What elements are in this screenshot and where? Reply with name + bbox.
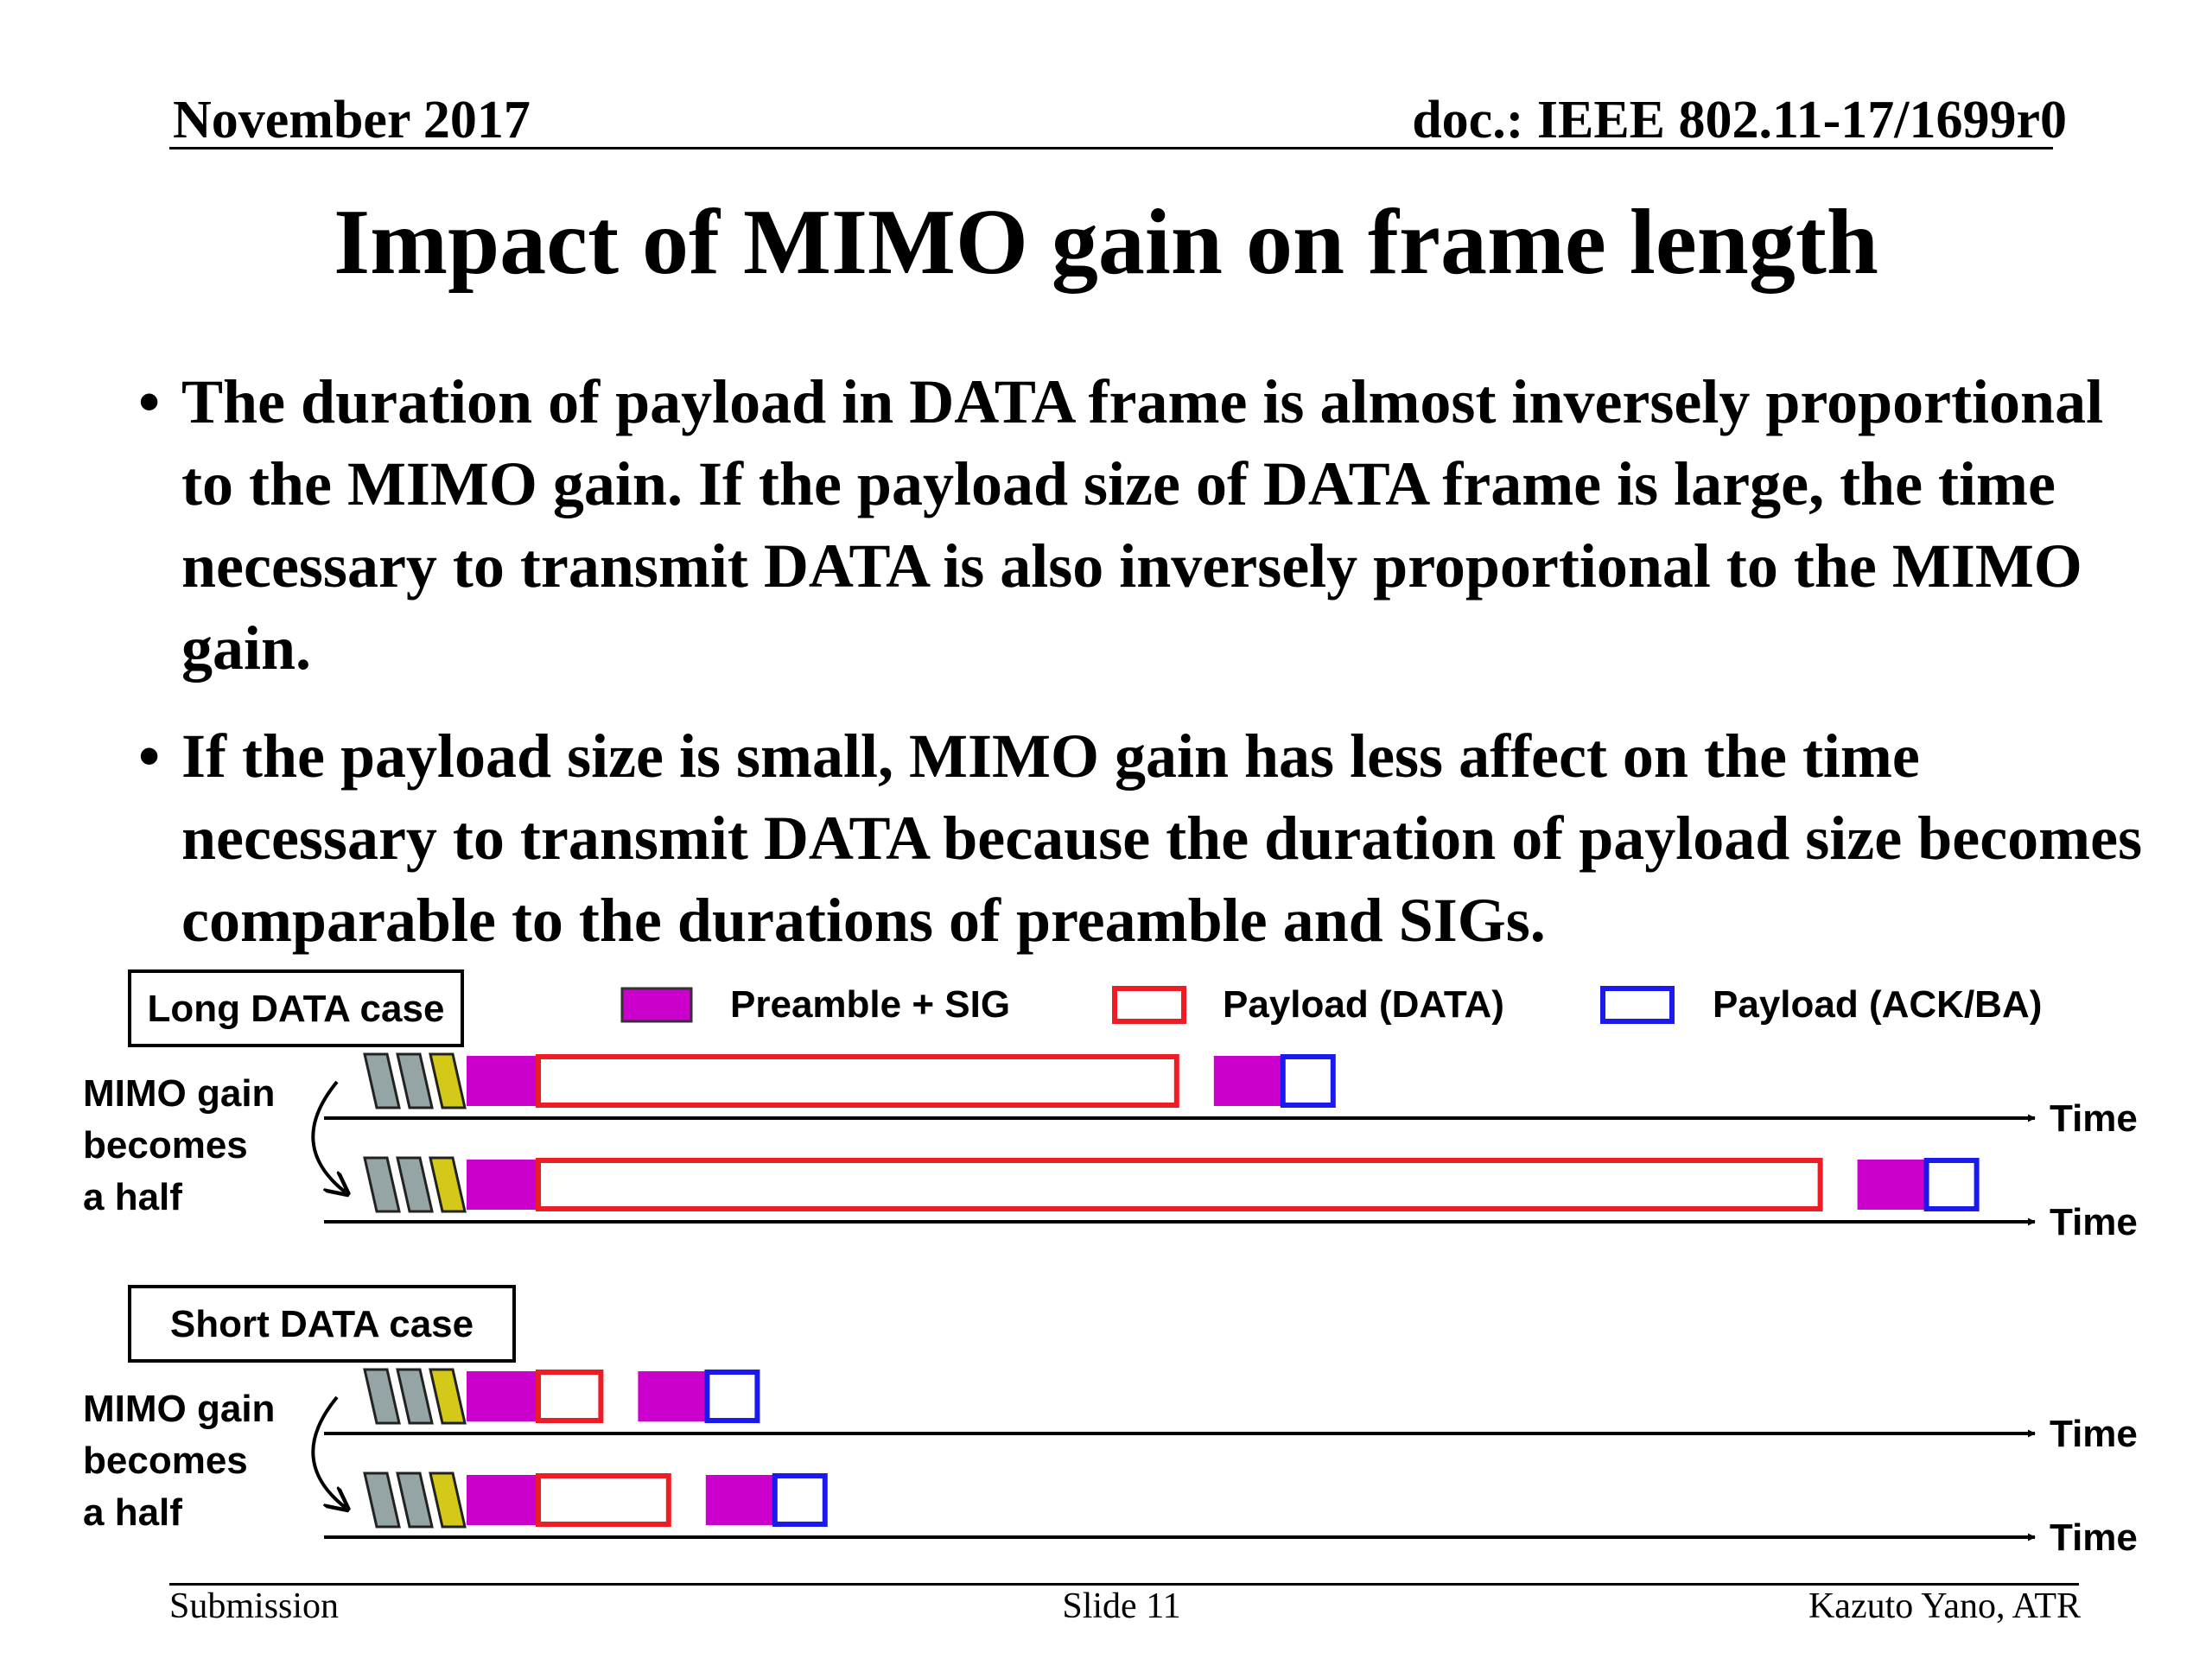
legend-swatch-ack <box>1600 986 1675 1024</box>
legend-swatch-data <box>1112 986 1186 1024</box>
diagram-cases: Long DATA case MIMO gain becomes a half Time… <box>83 969 2138 1559</box>
backoff-slot <box>363 1052 401 1109</box>
frame-timeline-diagram: Preamble + SIG Payload (DATA) Payload (ACK… <box>83 969 2138 1559</box>
time-axis-label: Time <box>2050 1201 2138 1243</box>
preamble-block <box>467 1475 536 1525</box>
curved-arrow-icon <box>311 1080 346 1192</box>
ack-preamble-block <box>1213 1056 1283 1106</box>
backoff-slot <box>396 1156 434 1213</box>
backoff-slot <box>396 1052 434 1109</box>
header-doc-id: doc.: IEEE 802.11-17/1699r0 <box>1412 91 2067 149</box>
timeline-row: Time <box>324 1368 2138 1455</box>
backoff-slot <box>363 1471 401 1529</box>
legend-label: Payload (DATA) <box>1223 983 1504 1026</box>
diagram-legend: Preamble + SIG Payload (DATA) Payload (ACK… <box>620 983 2042 1026</box>
ack-payload-block <box>772 1473 828 1527</box>
case-label: Short DATA case <box>170 1303 474 1345</box>
data-payload-block <box>536 1054 1179 1108</box>
bullet-text-2: If the payload size is small, MIMO gain … <box>181 721 2143 955</box>
data-payload-block <box>536 1158 1823 1211</box>
header-rule <box>169 147 2053 149</box>
bullet-text-1: The duration of payload in DATA frame is… <box>181 367 2104 683</box>
case-label-box <box>128 1285 516 1363</box>
ack-payload-block <box>1923 1158 1980 1211</box>
preamble-block <box>467 1056 536 1106</box>
time-axis-label: Time <box>2050 1413 2138 1455</box>
mimo-gain-label: a half <box>83 1491 182 1534</box>
curved-arrow-icon <box>311 1395 346 1508</box>
footer-rule <box>169 1583 2079 1586</box>
mimo-gain-label: becomes <box>83 1124 248 1166</box>
ack-payload-block <box>1280 1054 1336 1108</box>
legend-label: Payload (ACK/BA) <box>1713 983 2042 1026</box>
legend-label: Preamble + SIG <box>730 983 1010 1026</box>
preamble-block <box>467 1371 536 1421</box>
timeline-row: Time <box>324 1471 2138 1559</box>
data-payload-block <box>536 1370 604 1423</box>
mimo-gain-label: becomes <box>83 1440 248 1482</box>
header-date: November 2017 <box>173 91 531 149</box>
legend-swatch-preamble <box>620 987 693 1023</box>
preamble-block <box>467 1160 536 1210</box>
ack-preamble-block <box>1857 1160 1927 1210</box>
ack-preamble-block <box>638 1371 708 1421</box>
time-axis-label: Time <box>2050 1097 2138 1140</box>
ack-preamble-block <box>705 1475 775 1525</box>
aifs-slot <box>429 1156 467 1213</box>
case-label: Long DATA case <box>148 988 445 1030</box>
bullet-dot-icon: • <box>138 721 161 791</box>
mimo-gain-label: MIMO gain <box>83 1388 275 1430</box>
timeline-row: Time <box>324 1052 2138 1140</box>
timeline-row: Time <box>324 1156 2138 1243</box>
aifs-slot <box>429 1368 467 1425</box>
bullet-item-2: • If the payload size is small, MIMO gai… <box>138 715 2152 962</box>
ack-payload-block <box>704 1370 760 1423</box>
case-label-box <box>128 969 464 1047</box>
footer-submission: Submission <box>169 1586 340 1626</box>
footer-author: Kazuto Yano, ATR <box>1808 1586 2081 1626</box>
backoff-slot <box>363 1156 401 1213</box>
bullet-dot-icon: • <box>138 367 161 436</box>
backoff-slot <box>396 1368 434 1425</box>
mimo-gain-label: a half <box>83 1176 182 1218</box>
backoff-slot <box>363 1368 401 1425</box>
footer-slide-number: Slide 11 <box>1062 1586 1181 1626</box>
aifs-slot <box>429 1052 467 1109</box>
case-long: Long DATA case MIMO gain becomes a half Time… <box>83 969 2138 1243</box>
bullet-item-1: • The duration of payload in DATA frame … <box>138 361 2152 690</box>
backoff-slot <box>396 1471 434 1529</box>
data-payload-block <box>536 1473 671 1527</box>
time-axis-label: Time <box>2050 1516 2138 1559</box>
slide-title: Impact of MIMO gain on frame length <box>334 191 1878 294</box>
aifs-slot <box>429 1471 467 1529</box>
case-short: Short DATA case MIMO gain becomes a half Tim… <box>83 1285 2138 1559</box>
mimo-gain-label: MIMO gain <box>83 1072 275 1115</box>
